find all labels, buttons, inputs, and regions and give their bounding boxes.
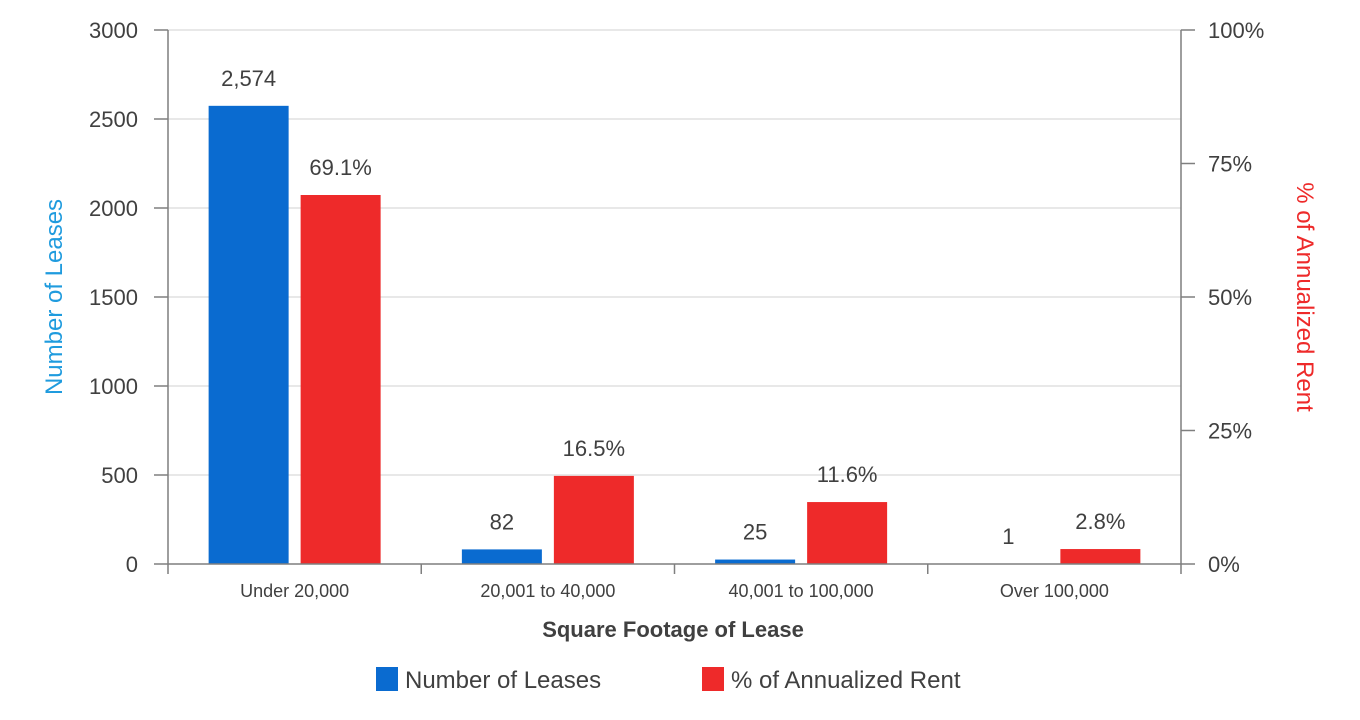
bar-annualized-rent — [553, 475, 634, 564]
data-label-number-of-leases: 25 — [743, 520, 767, 545]
legend-label-number-of-leases: Number of Leases — [405, 667, 601, 694]
data-label-number-of-leases: 2,574 — [221, 66, 276, 91]
axes: 0 500 1000 1500 2000 2500 3000 0% 25% 50% 75% 100% — [89, 18, 1264, 577]
bar-number-of-leases — [715, 559, 796, 564]
y-tick-label-right: 50% — [1208, 285, 1252, 310]
category-label: 20,001 to 40,000 — [480, 581, 615, 601]
category-label: 40,001 to 100,000 — [729, 581, 874, 601]
y-tick-label-right: 0% — [1208, 552, 1240, 577]
x-axis-title: Square Footage of Lease — [542, 617, 804, 642]
y-tick-label-left: 3000 — [89, 18, 138, 43]
data-label-annualized-rent: 69.1% — [309, 155, 371, 180]
y-tick-label-right: 100% — [1208, 18, 1264, 43]
bar-annualized-rent — [807, 502, 888, 564]
y-tick-label-left: 1500 — [89, 285, 138, 310]
data-label-annualized-rent: 2.8% — [1075, 509, 1125, 534]
y-tick-label-left: 2000 — [89, 196, 138, 221]
y-tick-label-right: 75% — [1208, 152, 1252, 177]
legend-item-number-of-leases: Number of Leases — [376, 667, 601, 694]
category-label: Under 20,000 — [240, 581, 349, 601]
bar-number-of-leases — [208, 105, 289, 564]
bar-number-of-leases — [461, 549, 542, 564]
data-label-number-of-leases: 1 — [1002, 524, 1014, 549]
y-tick-label-left: 1000 — [89, 374, 138, 399]
data-label-annualized-rent: 11.6% — [817, 462, 878, 487]
bar-annualized-rent — [1060, 549, 1141, 564]
data-label-number-of-leases: 82 — [490, 509, 514, 534]
y-tick-label-left: 500 — [101, 463, 138, 488]
legend: Number of Leases % of Annualized Rent — [376, 667, 961, 694]
data-label-annualized-rent: 16.5% — [563, 436, 625, 461]
legend-label-annualized-rent: % of Annualized Rent — [731, 667, 961, 694]
y-axis-title-left: Number of Leases — [41, 199, 68, 395]
category-label: Over 100,000 — [1000, 581, 1109, 601]
legend-swatch-annualized-rent — [702, 667, 724, 691]
y-tick-label-right: 25% — [1208, 419, 1252, 444]
legend-item-annualized-rent: % of Annualized Rent — [702, 667, 961, 694]
bar-annualized-rent — [300, 195, 381, 565]
legend-swatch-number-of-leases — [376, 667, 398, 691]
y-tick-label-left: 0 — [126, 552, 138, 577]
y-axis-title-right: % of Annualized Rent — [1291, 182, 1318, 412]
y-tick-label-left: 2500 — [89, 107, 138, 132]
bars — [208, 105, 1141, 565]
labels: 2,574 69.1% Under 20,000 82 16.5% 20,001 to 4… — [221, 66, 1125, 601]
